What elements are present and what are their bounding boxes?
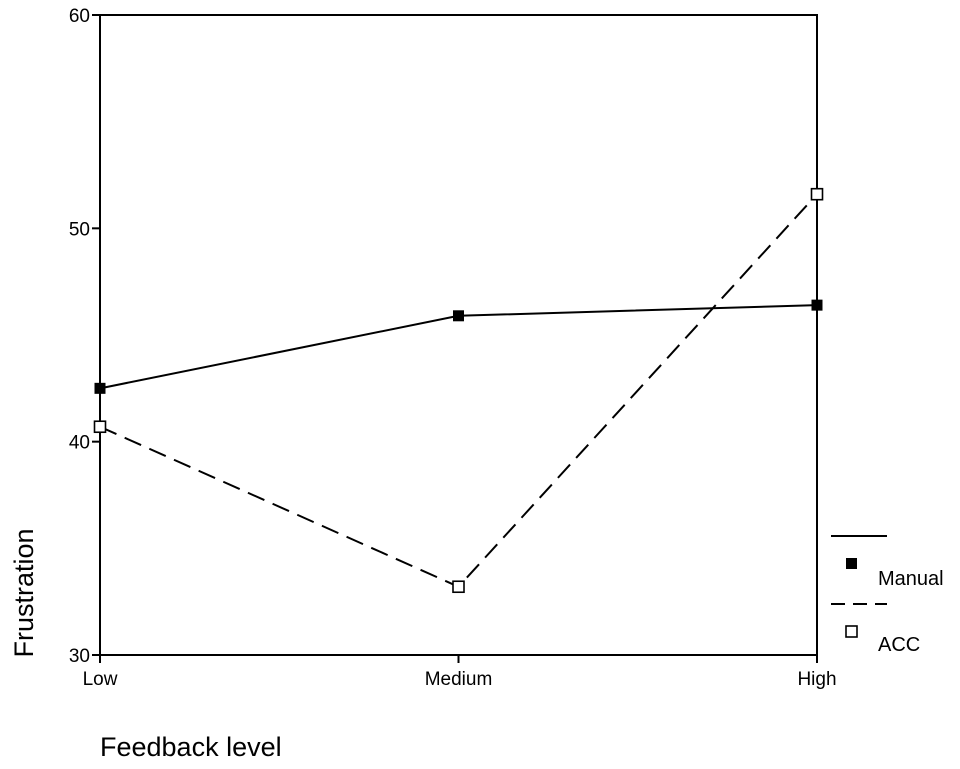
legend-marker-acc [845,625,858,638]
x-axis: Low Medium High [83,655,837,690]
y-tick-label: 40 [69,433,90,454]
data-point-acc [93,420,107,434]
series-line-acc [99,193,818,588]
data-point-acc [810,187,824,201]
legend-label-manual: Manual [878,568,944,590]
x-tick-label: High [797,669,836,690]
series-layer [93,187,824,594]
y-tick-label: 50 [69,219,90,240]
data-point-acc [452,580,465,594]
legend: Manual ACC [831,535,944,656]
x-tick-label: Low [83,669,118,690]
plot-frame [99,14,818,656]
data-point-manual [94,382,106,394]
x-tick-label: Medium [425,669,493,690]
x-axis-title: Feedback level [100,732,282,762]
data-point-manual [453,310,464,322]
legend-marker-manual [846,558,857,569]
y-tick-label: 30 [69,646,90,667]
y-tick-label: 60 [69,6,90,27]
data-point-manual [811,299,823,311]
y-axis: 30 40 50 60 [69,6,100,667]
y-axis-title: Frustration [9,528,39,657]
legend-label-acc: ACC [878,634,920,656]
